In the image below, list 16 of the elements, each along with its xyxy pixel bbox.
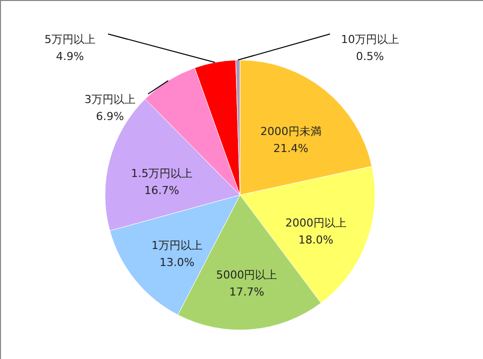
data-label: 18.0%: [298, 233, 334, 246]
data-label: 6.9%: [96, 110, 124, 123]
slice-label: 2000円以上: [285, 216, 346, 230]
data-label: 21.4%: [273, 142, 308, 155]
slice-label: 10万円以上: [341, 33, 399, 46]
slice-label: 2000円未満: [260, 124, 322, 138]
slice-label: 1万円以上: [152, 238, 203, 252]
slice-label: 5000円以上: [216, 268, 278, 282]
slice-label: 5万円以上: [44, 33, 96, 46]
data-label: 4.9%: [56, 50, 84, 63]
slice-label: 3万円以上: [84, 93, 136, 106]
data-label: 16.7%: [144, 184, 180, 198]
data-label: 0.5%: [356, 50, 384, 63]
slice-label: 1.5万円以上: [131, 167, 193, 180]
data-label: 13.0%: [160, 256, 194, 269]
data-label: 17.7%: [229, 286, 264, 299]
